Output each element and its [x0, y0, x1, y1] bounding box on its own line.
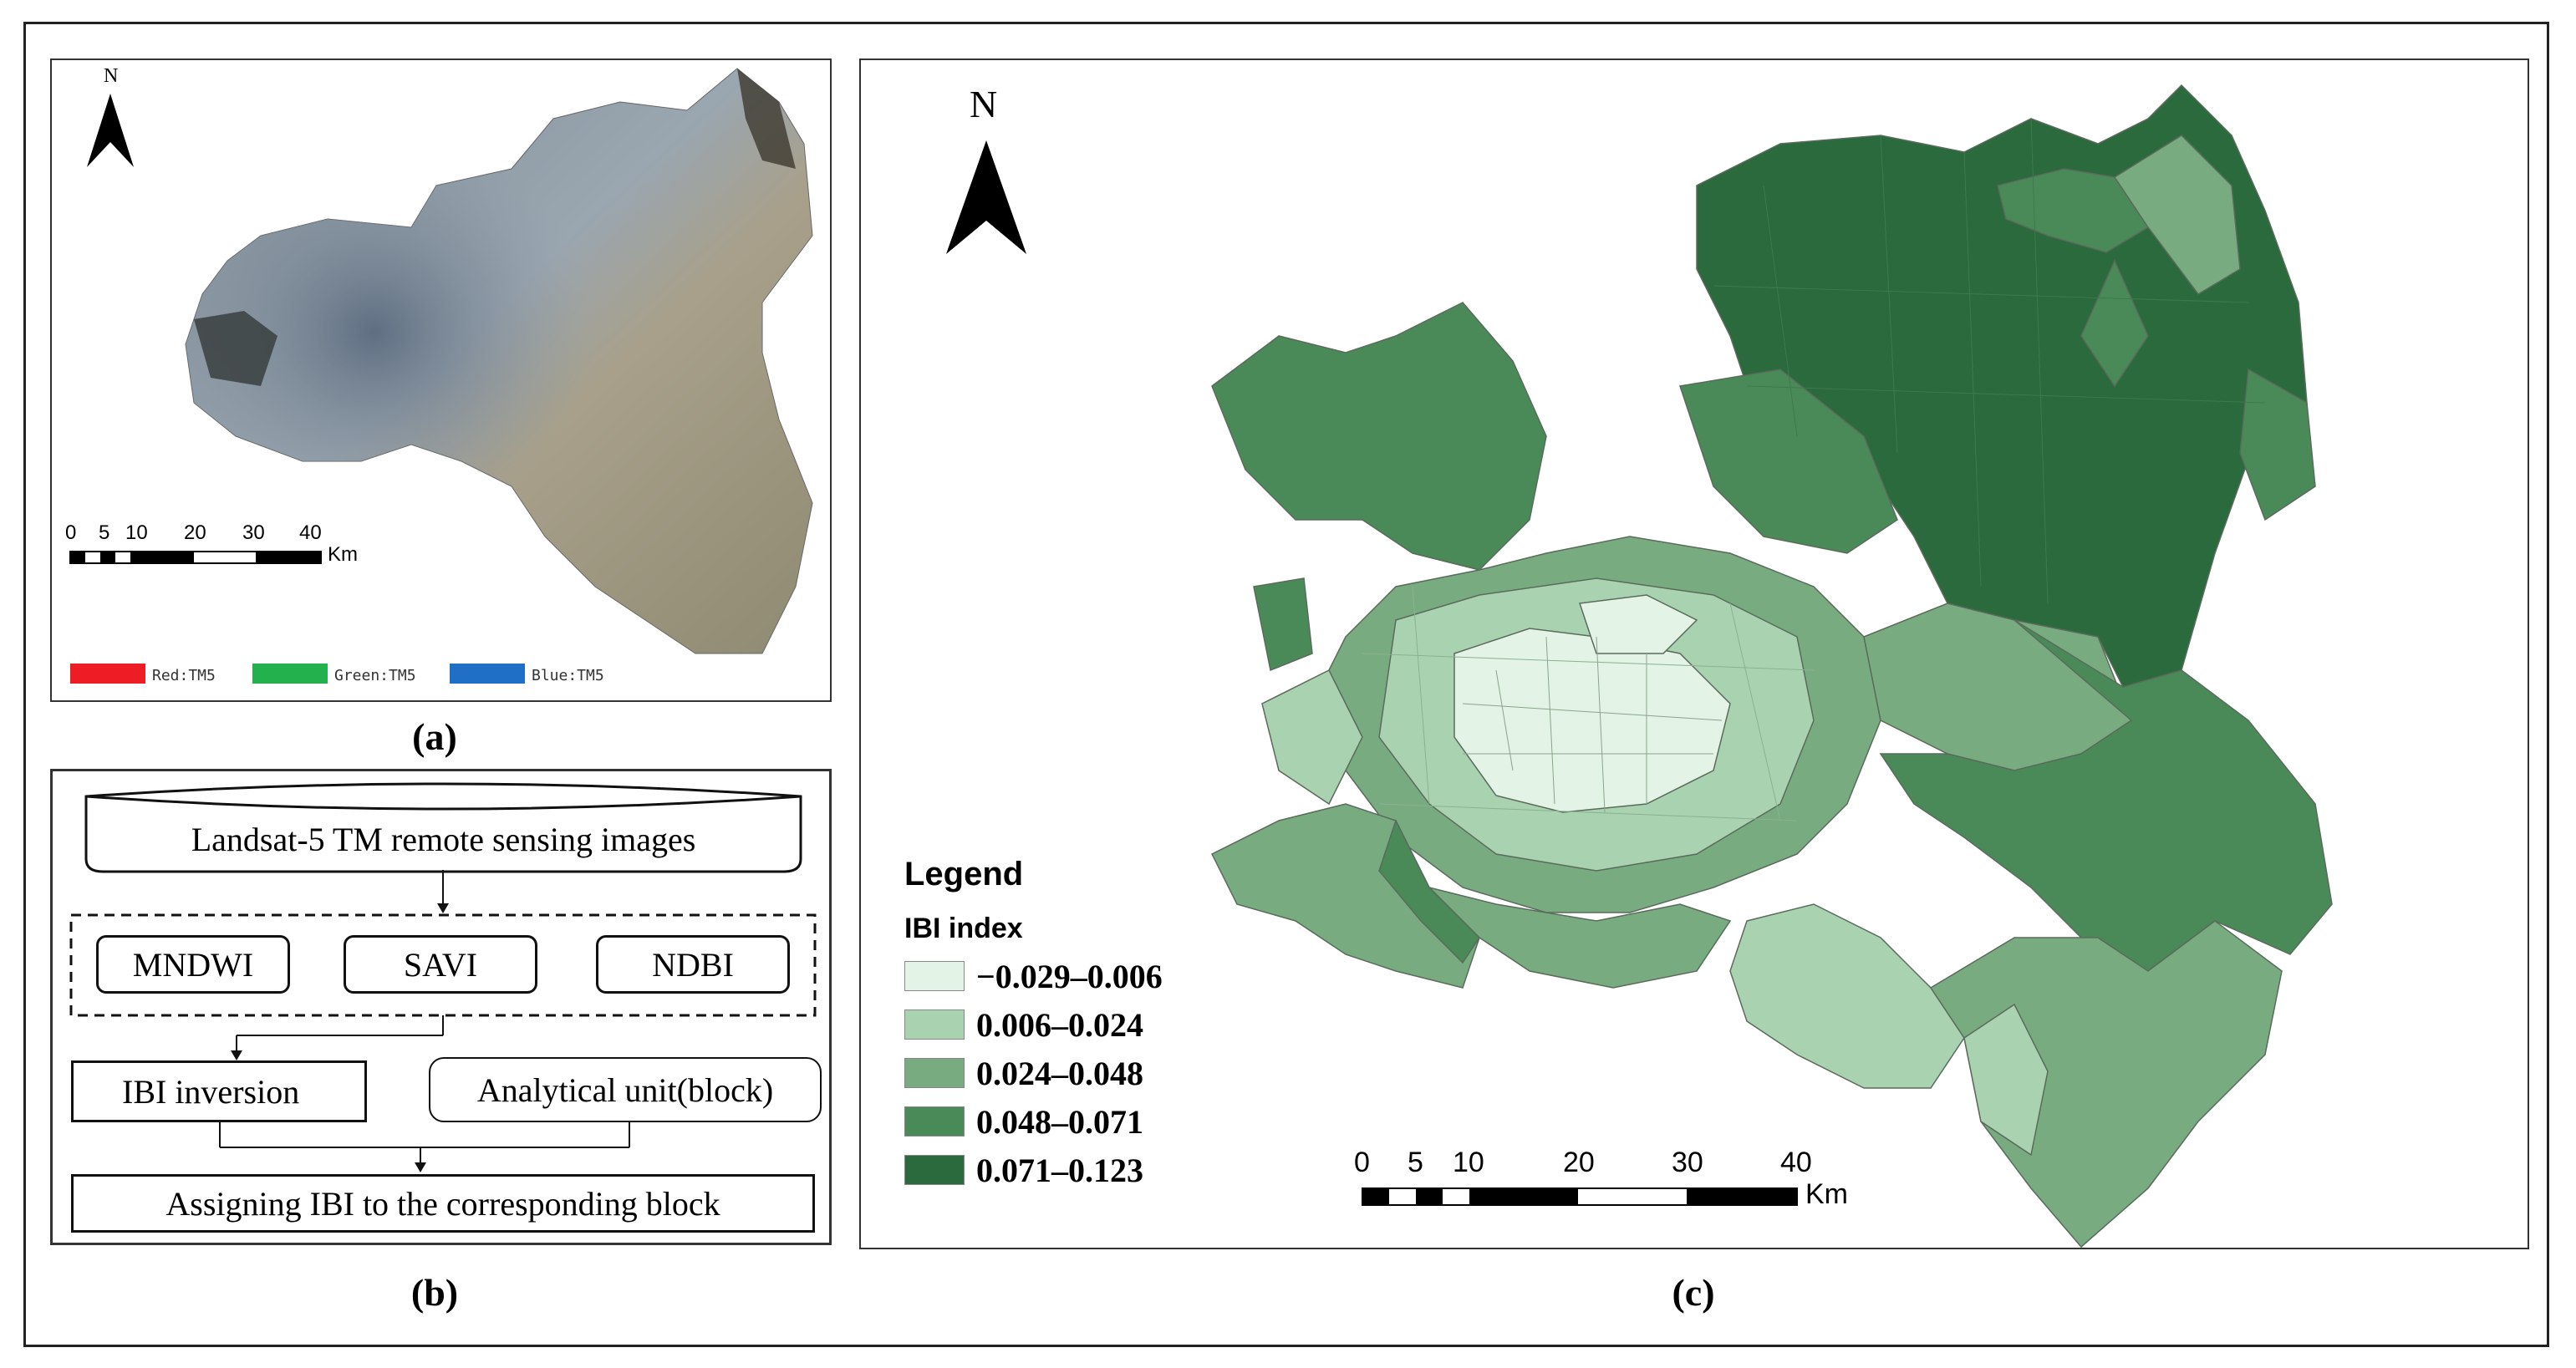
- legend-subtitle: IBI index: [904, 913, 1023, 944]
- caption-a: (a): [412, 715, 457, 758]
- legend-label: 0.024–0.048: [976, 1054, 1143, 1092]
- scale-tick-label: 40: [1780, 1147, 1812, 1178]
- legend-item: 0.006–0.024: [904, 1006, 1143, 1044]
- panel-a-satellite-map: N 0 5 10 20 30 40 Km: [50, 58, 832, 702]
- region-core-north: [1578, 594, 1698, 654]
- legend-item: 0.071–0.123: [904, 1151, 1143, 1189]
- region-northwest: [1211, 302, 1547, 571]
- scale-tick-label: 30: [1672, 1147, 1703, 1178]
- region-south: [1929, 920, 2283, 1248]
- legend-label: 0.071–0.123: [976, 1151, 1143, 1189]
- flow-connectors: [69, 870, 817, 1172]
- region-southeast-light: [1729, 903, 1965, 1089]
- scale-tick-label: 0: [65, 521, 77, 544]
- analytical-unit-box: Analytical unit(block): [429, 1057, 822, 1122]
- scale-tick-label: 40: [299, 521, 322, 544]
- panel-c-ibi-map: N: [859, 58, 2529, 1249]
- ibi-choropleth: [1210, 84, 2333, 1248]
- band-label: Blue:TM5: [532, 667, 604, 684]
- figure-frame: [23, 22, 2549, 1347]
- region-north-east-band: [2113, 135, 2241, 295]
- scale-tick-label: 10: [1453, 1147, 1484, 1178]
- legend-item: 0.024–0.048: [904, 1054, 1143, 1092]
- caption-c: (c): [1672, 1271, 1715, 1314]
- legend-item: −0.029–0.006: [904, 957, 1163, 995]
- scale-bar: [1362, 1187, 1798, 1206]
- legend-swatch: [904, 1058, 965, 1088]
- scale-tick-label: 20: [1563, 1147, 1595, 1178]
- band-swatch-red: [70, 664, 145, 684]
- data-source-label: Landsat-5 TM remote sensing images: [191, 821, 696, 858]
- legend-item: 0.048–0.071: [904, 1103, 1143, 1141]
- region-south-light: [1963, 1003, 2049, 1157]
- ibi-inversion-box: IBI inversion: [71, 1060, 367, 1122]
- region-south-central: [1427, 886, 1732, 989]
- caption-b: (b): [410, 1271, 459, 1314]
- legend-label: −0.029–0.006: [976, 957, 1163, 995]
- region-east-lobe: [2239, 368, 2316, 521]
- panel-b-flowchart: Landsat-5 TM remote sensing images MNDWI…: [50, 769, 832, 1245]
- scale-unit: Km: [1805, 1178, 1848, 1210]
- scale-tick-label: 30: [242, 521, 265, 544]
- index-box-ndbi: NDBI: [596, 935, 790, 994]
- satellite-image: [185, 68, 813, 654]
- legend-label: 0.006–0.024: [976, 1005, 1143, 1044]
- scale-tick-label: 0: [1354, 1147, 1370, 1178]
- legend-swatch: [904, 1009, 965, 1040]
- north-arrow-icon: [87, 94, 134, 167]
- region-west-dark: [1253, 577, 1313, 672]
- legend-title: Legend: [904, 856, 1024, 893]
- legend-label: 0.048–0.071: [976, 1102, 1143, 1141]
- scale-tick-label: 20: [184, 521, 206, 544]
- north-arrow-icon: [946, 140, 1026, 254]
- north-label: N: [970, 83, 998, 125]
- data-source-shape: [84, 782, 802, 873]
- region-southwest: [1210, 803, 1480, 989]
- region-southwest-dark: [1378, 819, 1480, 964]
- legend-swatch: [904, 961, 965, 991]
- band-swatch-blue: [450, 664, 525, 684]
- north-label: N: [104, 65, 119, 87]
- scale-unit: Km: [328, 543, 358, 566]
- legend-swatch: [904, 1155, 965, 1185]
- region-core: [1453, 628, 1731, 813]
- index-box-savi: SAVI: [344, 935, 537, 994]
- scale-tick-label: 5: [99, 521, 110, 544]
- legend-swatch: [904, 1106, 965, 1137]
- region-west-strip: [1261, 669, 1363, 806]
- region-north-mid: [1997, 168, 2150, 253]
- index-box-mndwi: MNDWI: [96, 935, 290, 994]
- band-label: Green:TM5: [334, 667, 416, 684]
- region-mid-strip: [2080, 259, 2149, 388]
- scale-tick-label: 10: [125, 521, 148, 544]
- assign-ibi-box: Assigning IBI to the corresponding block: [71, 1174, 815, 1233]
- band-label: Red:TM5: [152, 667, 216, 684]
- region-north-central: [1679, 369, 1898, 554]
- scale-bar: [69, 551, 322, 564]
- scale-tick-label: 5: [1408, 1147, 1423, 1178]
- band-swatch-green: [252, 664, 328, 684]
